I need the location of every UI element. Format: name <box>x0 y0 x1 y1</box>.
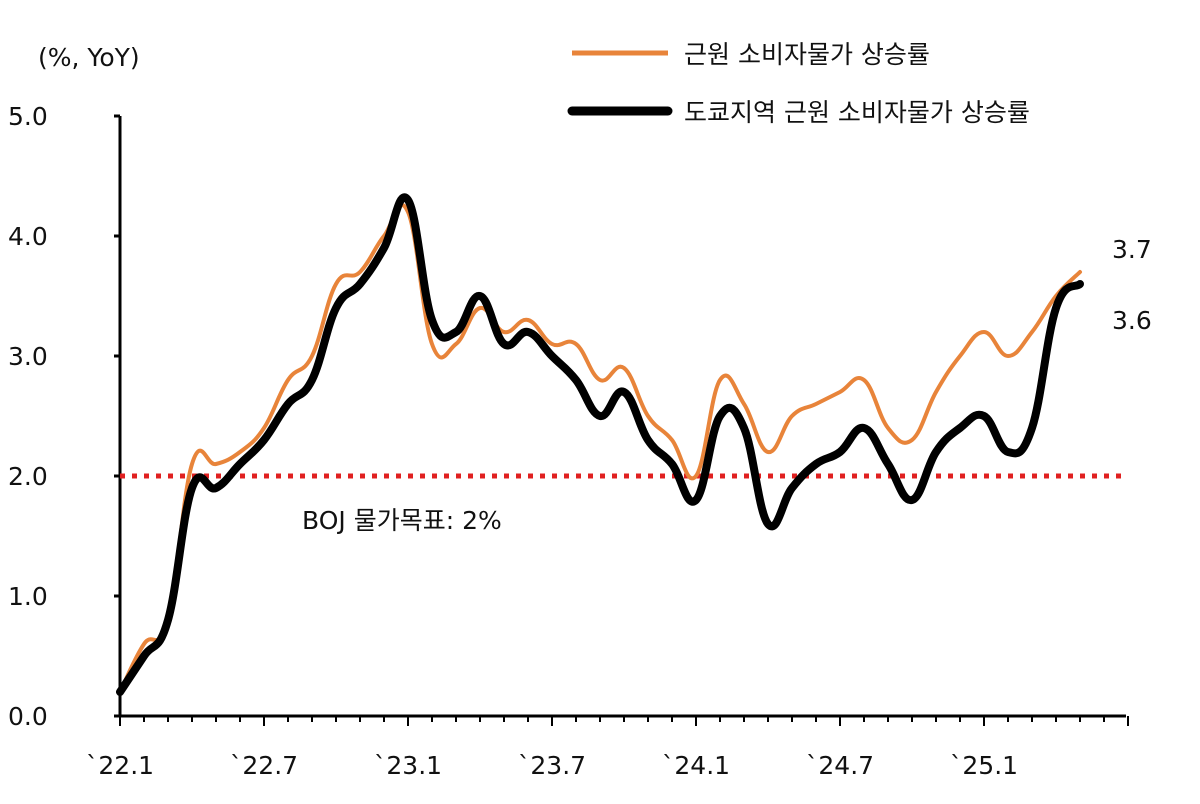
boj-target-label: BOJ 물가목표: 2% <box>302 506 502 535</box>
y-tick-label: 3.0 <box>8 342 48 371</box>
legend: 근원 소비자물가 상승률 도쿄지역 근원 소비자물가 상승률 <box>567 40 1030 127</box>
y-tick-label: 1.0 <box>8 582 48 611</box>
series-line-tokyo-core-cpi <box>116 193 1084 696</box>
x-tick-label: `23.7 <box>518 751 586 780</box>
end-label-tokyo-core-cpi: 3.6 <box>1112 306 1152 335</box>
y-tick-label: 0.0 <box>8 702 48 731</box>
x-tick-label: `25.1 <box>950 751 1018 780</box>
x-tick-label: `23.1 <box>374 751 442 780</box>
x-axis-ticks: `22.1 `22.7 `23.1 `23.7 `24.1 `24.7 `25.1 <box>86 716 1129 780</box>
x-tick-label: `22.7 <box>230 751 298 780</box>
legend-label-tokyo-core-cpi: 도쿄지역 근원 소비자물가 상승률 <box>684 98 1030 127</box>
legend-label-core-cpi: 근원 소비자물가 상승률 <box>684 40 930 69</box>
y-tick-label: 4.0 <box>8 222 48 251</box>
end-label-core-cpi: 3.7 <box>1112 235 1152 264</box>
series-line-core-cpi <box>118 202 1082 694</box>
x-tick-label: `22.1 <box>86 751 154 780</box>
y-tick-label: 5.0 <box>8 102 48 131</box>
y-tick-label: 2.0 <box>8 462 48 491</box>
x-tick-label: `24.7 <box>806 751 874 780</box>
x-tick-label: `24.1 <box>662 751 730 780</box>
y-axis-ticks: 0.0 1.0 2.0 3.0 4.0 5.0 <box>8 102 120 731</box>
y-axis-unit-label: (%, YoY) <box>38 43 140 72</box>
